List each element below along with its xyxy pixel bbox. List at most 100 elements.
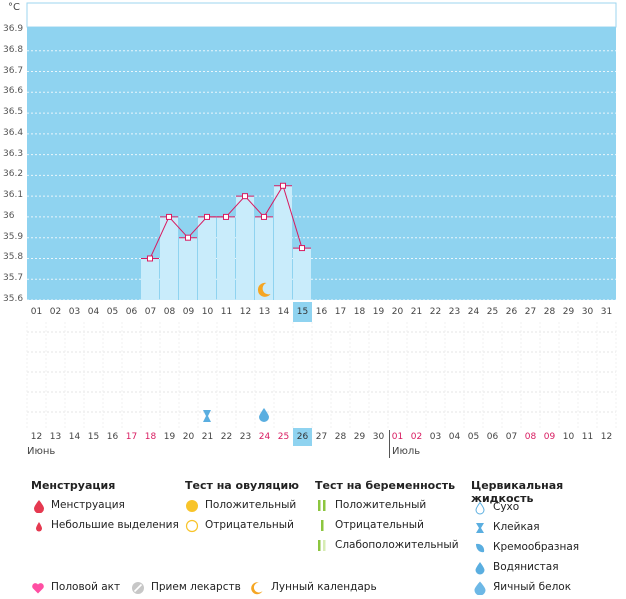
cycle-day-label: 25 — [486, 307, 499, 317]
spotting-drop-icon — [32, 518, 46, 532]
cycle-day-label: 26 — [505, 307, 518, 317]
cycle-day-label: 16 — [315, 307, 328, 317]
legend-cervical-watery: Водянистая — [493, 561, 559, 573]
calendar-date-label: 20 — [182, 432, 195, 442]
legend-menstruation-title: Менструация — [31, 479, 116, 492]
ovulation-positive-icon — [185, 498, 199, 512]
y-tick-label: 36.2 — [3, 169, 24, 180]
calendar-date-label: 02 — [410, 432, 423, 442]
cycle-day-label: 24 — [467, 307, 480, 317]
calendar-date-label: 04 — [448, 432, 461, 442]
calendar-date-label: 25 — [277, 432, 290, 442]
legend-spotting: Небольшие выделения — [51, 519, 179, 531]
pregnancy-weak-icon — [315, 538, 329, 552]
y-axis-unit: °C — [8, 2, 20, 13]
calendar-date-label: 01 — [391, 432, 404, 442]
plot-top-margin — [26, 2, 617, 28]
temperature-plot — [26, 2, 617, 428]
cycle-day-label: 29 — [562, 307, 575, 317]
y-tick-label: 36.3 — [3, 148, 24, 159]
temperature-point — [223, 213, 229, 220]
y-tick-label: 36.1 — [3, 190, 24, 201]
sticky-fluid-icon — [203, 410, 211, 422]
temperature-point — [166, 213, 172, 220]
pill-icon — [131, 580, 145, 594]
temperature-point — [299, 245, 305, 252]
y-tick-label: 36.5 — [3, 107, 24, 118]
legend-pregnancy-positive: Положительный — [335, 499, 427, 511]
calendar-date-label: 09 — [543, 432, 556, 442]
cycle-day-label: 17 — [334, 307, 347, 317]
y-tick-label: 35.6 — [3, 294, 24, 304]
temperature-bar — [217, 216, 235, 300]
cycle-day-label: 20 — [391, 307, 404, 317]
legend-cervical-egg-white: Яичный белок — [493, 581, 572, 593]
ovulation-negative-icon — [185, 518, 199, 533]
calendar-date-label: 29 — [353, 432, 366, 442]
calendar-date-label: 12 — [30, 432, 43, 442]
watery-fluid-icon — [473, 560, 487, 575]
legend-intercourse: Половой акт — [51, 581, 121, 593]
legend-pregnancy-title: Тест на беременность — [315, 479, 456, 492]
egg-white-fluid-icon — [473, 580, 487, 596]
temperature-bar — [236, 196, 254, 300]
calendar-date-label: 30 — [372, 432, 385, 442]
calendar-date-label: 03 — [429, 432, 442, 442]
cycle-day-label: 18 — [353, 307, 366, 317]
legend-cervical-sticky: Клейкая — [493, 521, 540, 533]
cycle-day-label: 04 — [87, 307, 100, 317]
temperature-point — [261, 213, 267, 220]
legend-ovulation-negative: Отрицательный — [205, 519, 294, 531]
temperature-point — [147, 255, 153, 262]
temperature-bar — [141, 258, 159, 300]
cycle-day-label: 15 — [293, 302, 312, 322]
calendar-date-label: 18 — [144, 432, 157, 442]
temperature-point — [185, 234, 191, 241]
pregnancy-positive-icon — [315, 498, 329, 512]
plot-background — [27, 27, 616, 300]
cycle-day-label: 06 — [125, 307, 138, 317]
calendar-date-label: 12 — [600, 432, 613, 442]
cycle-day-label: 19 — [372, 307, 385, 317]
cycle-day-label: 21 — [410, 307, 423, 317]
legend-cervical-title: Цервикальная жидкость — [471, 479, 564, 505]
moon-icon — [257, 282, 271, 297]
calendar-date-label: 28 — [334, 432, 347, 442]
cycle-day-label: 08 — [163, 307, 176, 317]
watery-fluid-icon — [259, 408, 269, 422]
moon-icon — [250, 580, 264, 595]
temperature-bar — [255, 216, 273, 300]
temperature-bar — [274, 185, 292, 300]
legend-pregnancy-weak: Слабоположительный — [335, 539, 459, 551]
month-label-june: Июнь — [27, 446, 56, 457]
legend-pregnancy-negative: Отрицательный — [335, 519, 424, 531]
calendar-date-label: 27 — [315, 432, 328, 442]
cycle-day-label: 12 — [239, 307, 252, 317]
calendar-date-label: 07 — [505, 432, 518, 442]
cycle-day-label: 10 — [201, 307, 214, 317]
temperature-bar — [179, 237, 197, 300]
calendar-date-label: 22 — [220, 432, 233, 442]
legend-medication: Прием лекарств — [151, 581, 241, 593]
temperature-bar — [198, 216, 216, 300]
temperature-bar — [160, 216, 178, 300]
cycle-day-label: 01 — [30, 307, 43, 317]
y-tick-label: 36.8 — [3, 44, 24, 55]
calendar-date-label: 21 — [201, 432, 214, 442]
calendar-date-label: 17 — [125, 432, 138, 442]
legend-ovulation-positive: Положительный — [205, 499, 297, 511]
calendar-date-label: 15 — [87, 432, 100, 442]
cycle-day-label: 23 — [448, 307, 461, 317]
legend-ovulation-title: Тест на овуляцию — [185, 479, 299, 492]
y-tick-label: 36.4 — [3, 127, 24, 138]
temperature-bar — [293, 248, 311, 300]
menstruation-drop-icon — [32, 498, 46, 514]
cycle-day-label: 03 — [68, 307, 81, 317]
month-divider — [389, 430, 390, 458]
calendar-date-label: 26 — [293, 428, 312, 446]
cycle-day-label: 14 — [277, 307, 290, 317]
legend-menstruation: Менструация — [51, 499, 125, 511]
cycle-day-label: 07 — [144, 307, 157, 317]
y-tick-label: 36 — [3, 210, 15, 221]
